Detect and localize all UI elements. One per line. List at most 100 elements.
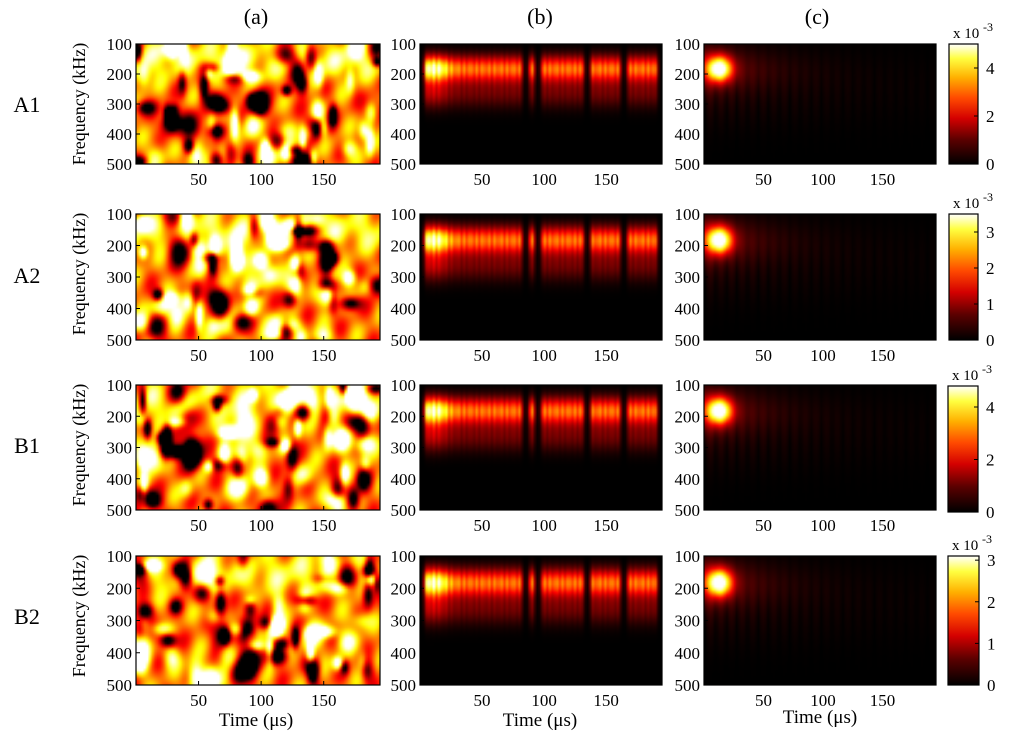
y-tick-label: 200 bbox=[391, 407, 417, 426]
colorbar-tick-label: 3 bbox=[986, 223, 995, 242]
x-tick-label: 150 bbox=[311, 516, 337, 535]
x-tick-label: 100 bbox=[531, 170, 557, 189]
x-tick-label: 50 bbox=[755, 691, 772, 710]
heatmap-b-a2 bbox=[420, 214, 662, 340]
colorbar-scale-base: x 10 bbox=[953, 26, 983, 42]
colorbar-tick-label: 3 bbox=[987, 551, 996, 570]
y-tick-label: 100 bbox=[391, 376, 417, 395]
colorbar-scale-exponent: -3 bbox=[983, 190, 993, 204]
y-tick-label: 500 bbox=[391, 331, 417, 350]
y-tick-label: 200 bbox=[675, 65, 701, 84]
column-title-a: (a) bbox=[244, 4, 268, 29]
y-tick-label: 400 bbox=[391, 300, 417, 319]
y-tick-label: 300 bbox=[107, 95, 133, 114]
xlabel-col-a: Time (μs) bbox=[219, 710, 293, 731]
y-tick-label: 400 bbox=[107, 470, 133, 489]
y-tick-label: 100 bbox=[107, 205, 133, 224]
y-tick-label: 500 bbox=[391, 676, 417, 695]
y-tick-label: 500 bbox=[107, 331, 133, 350]
colorbar-scale-base: x 10 bbox=[953, 196, 983, 212]
heatmap-a-a1 bbox=[136, 44, 380, 164]
y-tick-label: 400 bbox=[675, 470, 701, 489]
y-tick-label: 200 bbox=[391, 65, 417, 84]
y-tick-label: 500 bbox=[675, 155, 701, 174]
colorbar-scale-base: x 10 bbox=[952, 538, 982, 554]
y-tick-label: 300 bbox=[675, 95, 701, 114]
y-tick-label: 100 bbox=[391, 205, 417, 224]
y-tick-label: 300 bbox=[675, 439, 701, 458]
y-tick-label: 500 bbox=[391, 501, 417, 520]
y-tick-label: 300 bbox=[675, 268, 701, 287]
y-tick-label: 200 bbox=[391, 579, 417, 598]
x-tick-label: 150 bbox=[870, 346, 896, 365]
colorbar-tick-label: 2 bbox=[986, 451, 995, 470]
y-tick-label: 400 bbox=[391, 470, 417, 489]
x-tick-label: 150 bbox=[593, 516, 619, 535]
x-tick-label: 50 bbox=[474, 516, 491, 535]
x-tick-label: 100 bbox=[810, 516, 836, 535]
colorbar-a1 bbox=[948, 43, 979, 165]
heatmap-b-b2 bbox=[420, 556, 662, 685]
heatmap-c-a1 bbox=[704, 44, 936, 164]
x-tick-label: 150 bbox=[870, 691, 896, 710]
y-tick-label: 100 bbox=[391, 547, 417, 566]
y-tick-label: 500 bbox=[675, 331, 701, 350]
panels-layer bbox=[136, 44, 936, 685]
y-tick-label: 400 bbox=[391, 125, 417, 144]
row-label-a1: A1 bbox=[14, 92, 41, 117]
colorbar-tick-label: 1 bbox=[987, 634, 996, 653]
y-tick-label: 200 bbox=[107, 579, 133, 598]
y-tick-label: 500 bbox=[675, 501, 701, 520]
y-tick-label: 200 bbox=[675, 237, 701, 256]
y-tick-label: 400 bbox=[391, 644, 417, 663]
row-label-b2: B2 bbox=[14, 604, 40, 629]
y-tick-label: 400 bbox=[107, 125, 133, 144]
heatmap-c-a2 bbox=[704, 214, 936, 340]
y-tick-label: 100 bbox=[675, 205, 701, 224]
colorbar-scale-exponent: -3 bbox=[982, 362, 992, 376]
x-tick-label: 50 bbox=[190, 170, 207, 189]
y-tick-label: 300 bbox=[107, 439, 133, 458]
y-tick-label: 500 bbox=[107, 676, 133, 695]
y-tick-label: 200 bbox=[675, 579, 701, 598]
ylabel-row-a2: Frequency (kHz) bbox=[69, 213, 90, 335]
ylabel-row-b1: Frequency (kHz) bbox=[69, 384, 90, 506]
row-label-a2: A2 bbox=[14, 263, 41, 288]
x-tick-label: 100 bbox=[248, 516, 274, 535]
colorbar-a2 bbox=[948, 213, 979, 341]
y-tick-label: 200 bbox=[391, 237, 417, 256]
y-tick-label: 300 bbox=[675, 612, 701, 631]
y-tick-label: 200 bbox=[107, 407, 133, 426]
x-tick-label: 50 bbox=[755, 346, 772, 365]
x-tick-label: 50 bbox=[474, 170, 491, 189]
x-tick-label: 150 bbox=[311, 346, 337, 365]
x-tick-label: 150 bbox=[593, 170, 619, 189]
x-tick-label: 50 bbox=[190, 346, 207, 365]
colorbar-tick-label: 2 bbox=[986, 259, 995, 278]
heatmap-b-b1 bbox=[420, 385, 662, 510]
y-tick-label: 100 bbox=[107, 35, 133, 54]
y-tick-label: 100 bbox=[107, 547, 133, 566]
y-tick-label: 500 bbox=[107, 501, 133, 520]
x-tick-label: 150 bbox=[311, 691, 337, 710]
y-tick-label: 200 bbox=[675, 407, 701, 426]
y-tick-label: 300 bbox=[391, 268, 417, 287]
x-tick-label: 150 bbox=[870, 516, 896, 535]
colorbar-tick-label: 0 bbox=[986, 155, 995, 174]
x-tick-label: 100 bbox=[248, 346, 274, 365]
x-tick-label: 50 bbox=[474, 346, 491, 365]
y-tick-label: 100 bbox=[107, 376, 133, 395]
colorbar-scale-exponent: -3 bbox=[982, 532, 992, 546]
y-tick-label: 400 bbox=[675, 644, 701, 663]
colorbar-tick-label: 2 bbox=[986, 107, 995, 126]
y-tick-label: 100 bbox=[675, 547, 701, 566]
y-tick-label: 100 bbox=[675, 35, 701, 54]
x-tick-label: 150 bbox=[593, 691, 619, 710]
ylabel-row-b2: Frequency (kHz) bbox=[69, 555, 90, 677]
x-tick-label: 100 bbox=[810, 691, 836, 710]
x-tick-label: 100 bbox=[810, 346, 836, 365]
y-tick-label: 100 bbox=[675, 376, 701, 395]
heatmap-a-b2 bbox=[136, 556, 380, 685]
